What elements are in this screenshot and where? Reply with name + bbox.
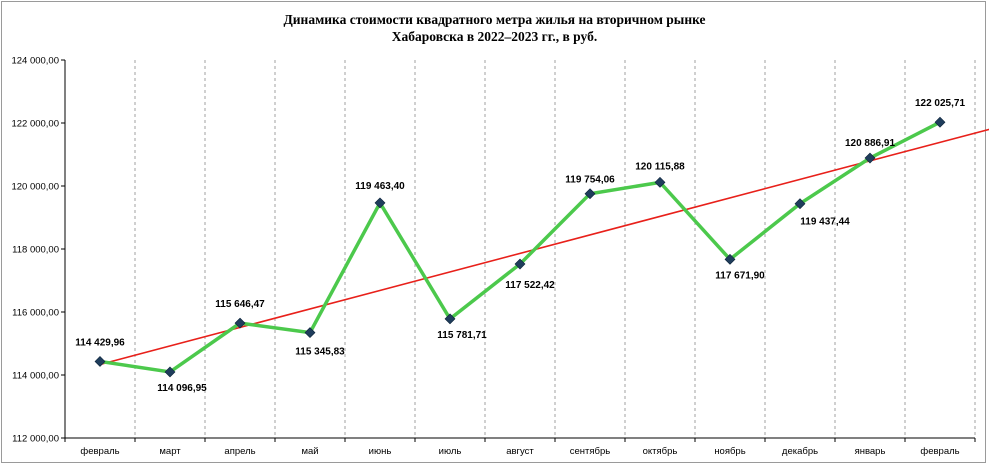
data-point-marker <box>304 327 316 339</box>
y-tick-label: 114 000,00 <box>12 371 59 382</box>
x-tick-label: март <box>159 446 181 457</box>
data-point-marker <box>444 313 456 325</box>
chart-title-line-2: Хабаровска в 2022–2023 гг., в руб. <box>391 29 598 44</box>
data-point-marker <box>374 197 386 209</box>
y-tick-label: 112 000,00 <box>12 434 59 445</box>
x-tick-label: февраль <box>80 446 119 457</box>
data-label: 119 754,06 <box>565 175 615 186</box>
data-point-marker <box>654 176 666 188</box>
data-label: 120 886,91 <box>845 138 895 149</box>
data-label: 115 781,71 <box>437 330 487 341</box>
chart-title: Динамика стоимости квадратного метра жил… <box>0 11 989 45</box>
y-tick-label: 124 000,00 <box>11 56 59 67</box>
data-point-marker <box>934 116 946 128</box>
data-label: 120 115,88 <box>635 161 685 172</box>
x-tick-label: июнь <box>369 446 392 457</box>
x-tick-label: август <box>506 446 534 457</box>
x-tick-label: ноябрь <box>714 446 745 457</box>
data-point-marker <box>584 188 596 200</box>
data-point-marker <box>164 366 176 378</box>
y-tick-label: 122 000,00 <box>11 119 59 130</box>
x-tick-label: апрель <box>224 446 255 457</box>
series-line <box>99 120 941 374</box>
y-tick-label: 116 000,00 <box>12 308 59 319</box>
x-tick-label: май <box>301 446 318 457</box>
data-point-marker <box>794 198 806 210</box>
x-tick-label: июль <box>439 446 462 457</box>
data-label: 117 671,90 <box>715 270 765 281</box>
x-tick-label: октябрь <box>643 446 678 457</box>
data-point-marker <box>234 317 246 329</box>
data-label: 117 522,42 <box>505 280 555 291</box>
y-tick-label: 120 000,00 <box>11 182 59 193</box>
data-point-marker <box>94 356 106 367</box>
data-point-marker <box>514 258 526 270</box>
chart-title-line-1: Динамика стоимости квадратного метра жил… <box>283 12 706 27</box>
x-tick-label: сентябрь <box>570 446 610 457</box>
data-label: 115 345,83 <box>295 347 345 358</box>
data-point-marker <box>724 253 736 265</box>
data-label: 114 096,95 <box>157 383 207 394</box>
y-tick-label: 118 000,00 <box>12 245 59 256</box>
x-tick-label: январь <box>855 446 886 457</box>
data-label: 122 025,71 <box>915 98 965 109</box>
data-label: 115 646,47 <box>215 299 265 310</box>
x-tick-label: декабрь <box>782 446 818 457</box>
data-label: 119 437,44 <box>800 217 850 228</box>
data-point-marker <box>864 152 876 164</box>
data-label: 119 463,40 <box>355 181 405 192</box>
x-tick-label: февраль <box>920 446 959 457</box>
data-label: 114 429,96 <box>75 337 125 348</box>
